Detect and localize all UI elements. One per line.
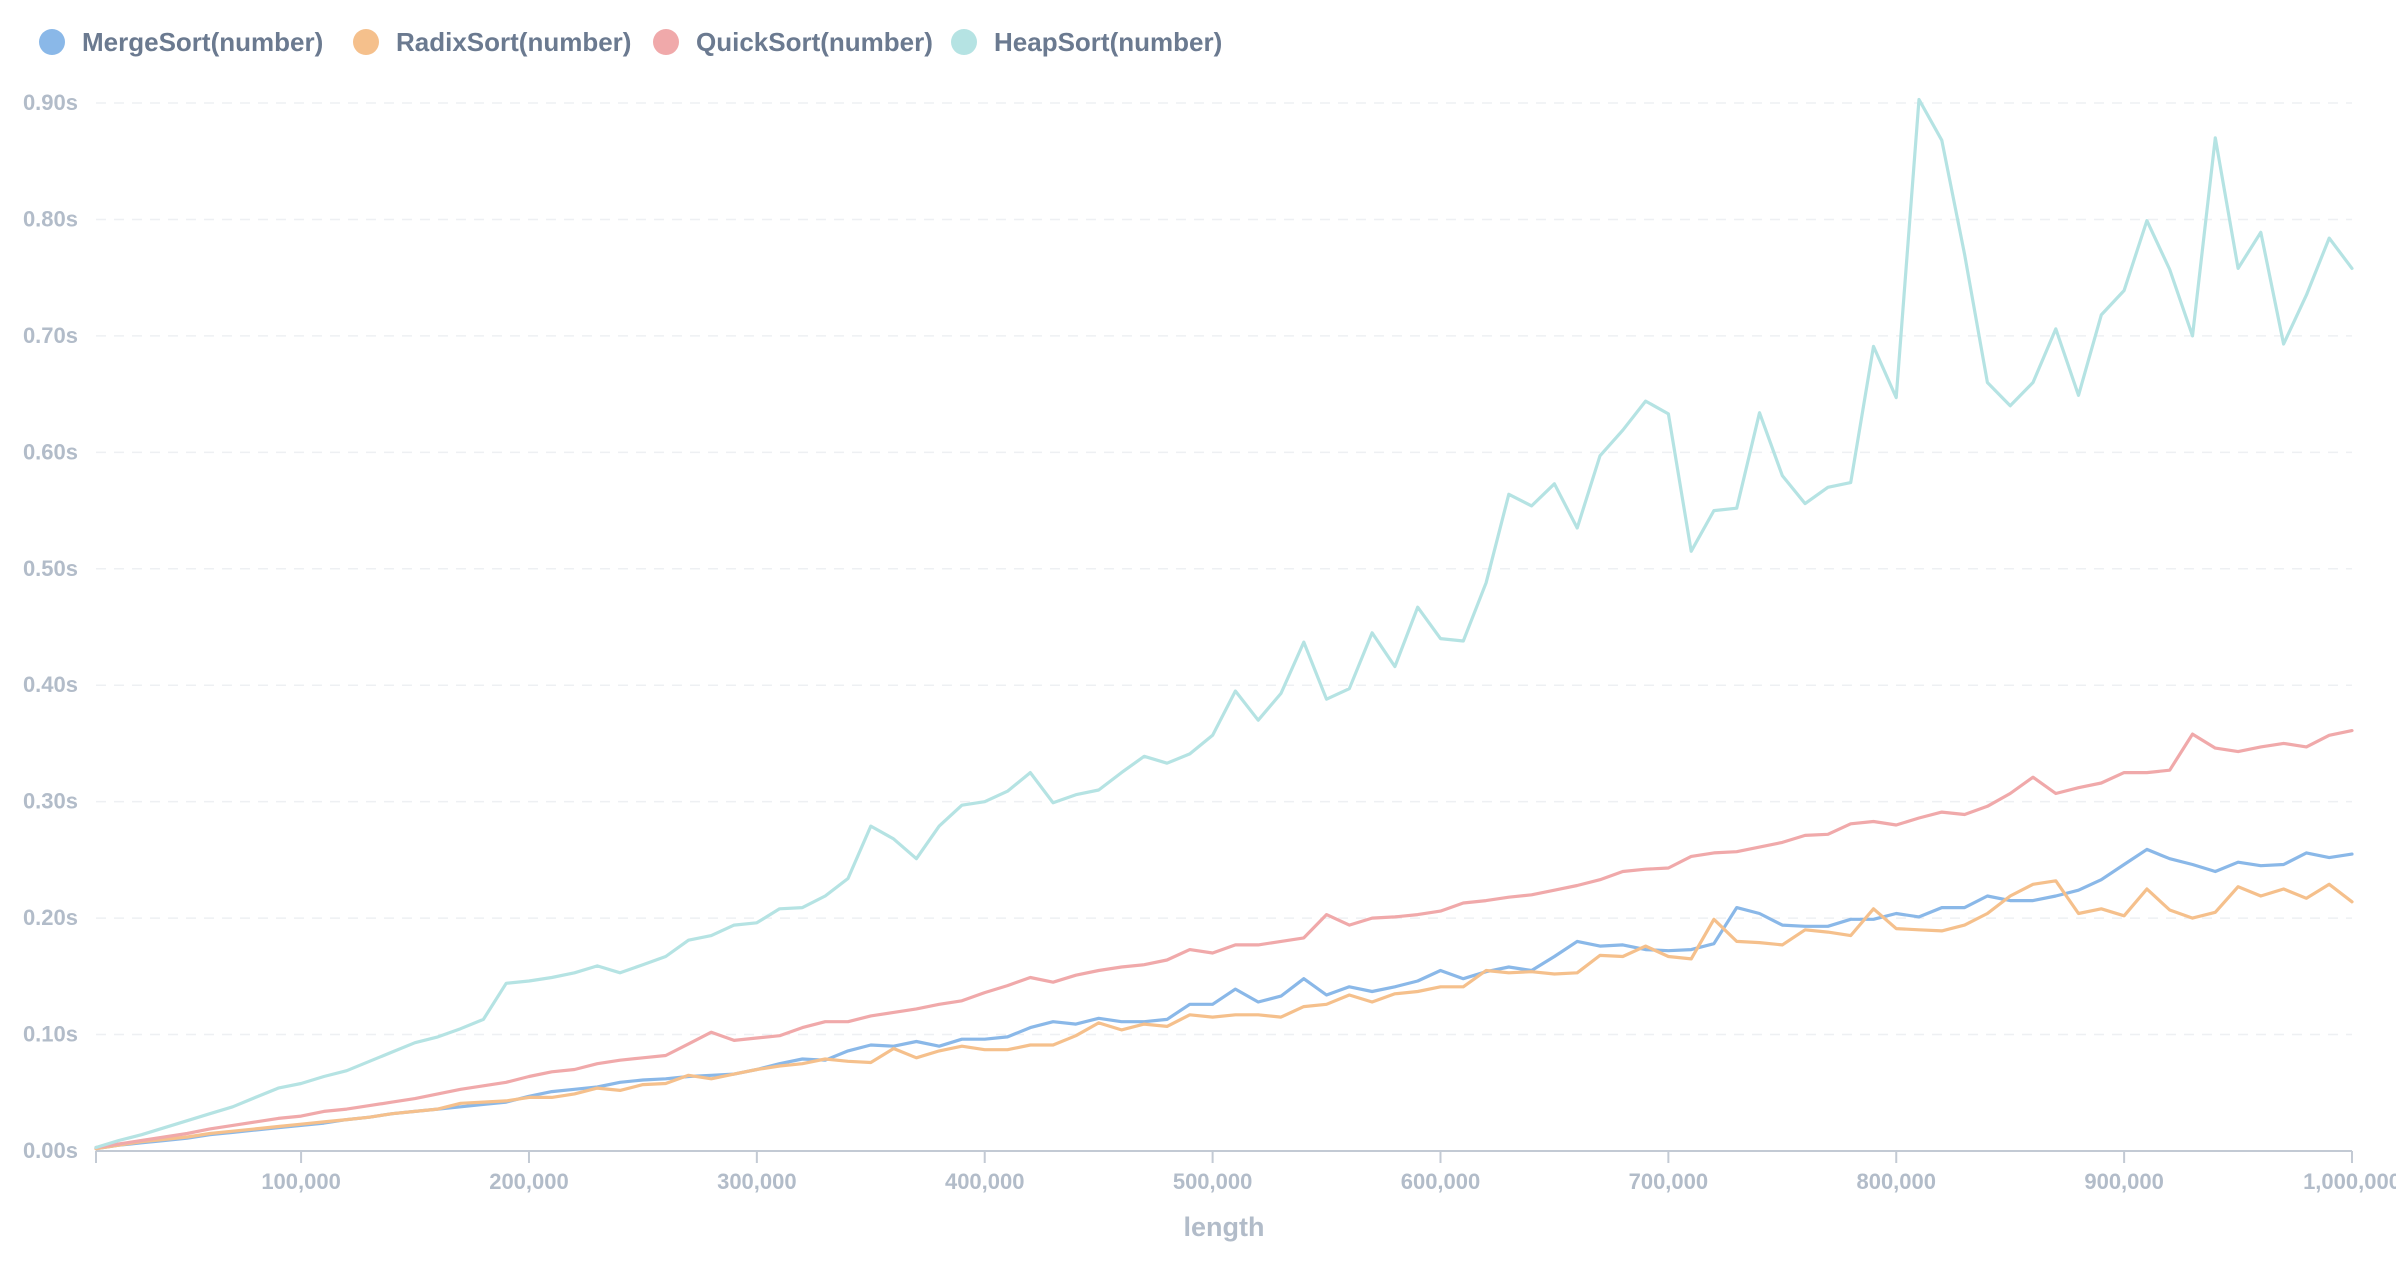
series-line-heapsort-number [94,97,2354,1150]
y-tick-label: 0.80s [23,206,78,231]
legend-label: HeapSort(number) [994,27,1222,57]
legend-label: RadixSort(number) [396,27,631,57]
x-tick-label: 600,000 [1401,1169,1481,1194]
x-tick-label: 100,000 [261,1169,341,1194]
y-tick-label: 0.00s [23,1138,78,1163]
series-line-radixsort-number [94,879,2354,1151]
legend-item-heapsort-number[interactable]: HeapSort(number) [951,27,1222,57]
y-tick-label: 0.20s [23,905,78,930]
legend-swatch [353,29,379,55]
legend-label: MergeSort(number) [82,27,323,57]
y-tick-label: 0.90s [23,90,78,115]
y-tick-label: 0.50s [23,556,78,581]
series-lines [94,97,2354,1151]
series-line-mergesort-number [94,847,2354,1151]
legend-item-mergesort-number[interactable]: MergeSort(number) [39,27,323,57]
y-tick-label: 0.40s [23,672,78,697]
axes: 0.00s 0.10s 0.20s 0.30s 0.40s 0.50s 0.60s 0.70s… [23,90,2396,1194]
y-tick-label: 0.30s [23,789,78,814]
x-tick-label: 400,000 [945,1169,1025,1194]
x-tick-label: 200,000 [489,1169,569,1194]
x-tick-label: 1,000,000 [2303,1169,2396,1194]
series-line-quicksort-number [94,728,2354,1150]
legend-label: QuickSort(number) [696,27,933,57]
x-tick-label: 500,000 [1173,1169,1253,1194]
x-axis-title: length [1184,1212,1265,1242]
x-tick-label: 900,000 [2084,1169,2164,1194]
legend-item-quicksort-number[interactable]: QuickSort(number) [653,27,933,57]
y-tick-label: 0.10s [23,1022,78,1047]
legend[interactable]: MergeSort(number) RadixSort(number) QuickS… [39,27,1222,57]
x-tick-label: 300,000 [717,1169,797,1194]
legend-swatch [39,29,65,55]
legend-swatch [951,29,977,55]
y-tick-label: 0.70s [23,323,78,348]
y-tick-label: 0.60s [23,439,78,464]
legend-item-radixsort-number[interactable]: RadixSort(number) [353,27,631,57]
legend-swatch [653,29,679,55]
x-tick-label: 800,000 [1856,1169,1936,1194]
x-tick-label: 700,000 [1629,1169,1709,1194]
